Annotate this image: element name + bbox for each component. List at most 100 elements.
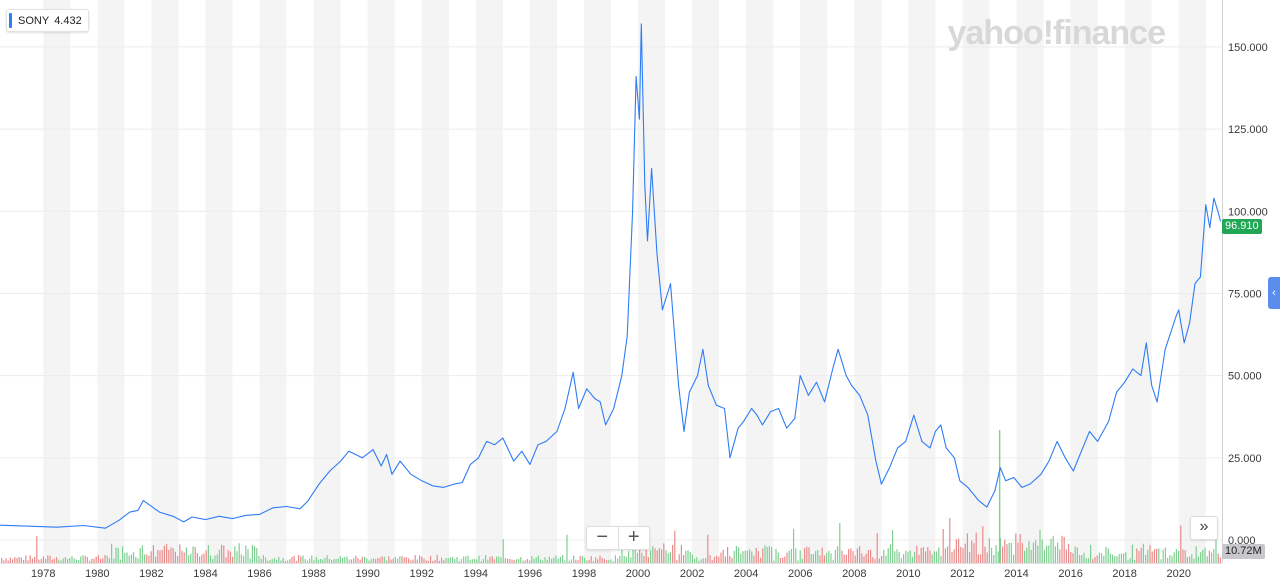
volume-bar <box>1019 534 1021 563</box>
volume-bar <box>161 549 163 563</box>
volume-bar <box>980 554 982 563</box>
volume-bar <box>1096 555 1098 563</box>
volume-bar <box>339 556 341 563</box>
volume-bar <box>936 551 938 563</box>
volume-bar <box>601 557 603 563</box>
volume-bar <box>467 555 469 563</box>
x-tick-label: 2016 <box>1058 568 1082 580</box>
legend-chip[interactable]: SONY 4.432 <box>6 9 89 32</box>
x-tick-label: 1994 <box>464 568 488 580</box>
volume-bar <box>788 550 790 563</box>
volume-bar <box>284 560 286 563</box>
price-line <box>0 23 1222 529</box>
volume-bar <box>1006 544 1008 563</box>
volume-bar <box>766 546 768 563</box>
volume-bar <box>27 560 29 563</box>
volume-bar <box>971 540 973 563</box>
year-band <box>962 0 990 563</box>
volume-bar <box>1123 553 1125 563</box>
volume-bar <box>135 557 137 563</box>
volume-bar <box>328 558 330 563</box>
volume-bar <box>755 547 757 563</box>
volume-bar <box>196 553 198 563</box>
volume-bar <box>1140 547 1142 563</box>
volume-bar <box>421 556 423 563</box>
volume-bar <box>612 560 614 563</box>
volume-bar <box>337 558 339 563</box>
zoom-in-button[interactable]: + <box>617 527 650 549</box>
year-band <box>746 0 774 563</box>
side-panel-toggle[interactable]: ‹ <box>1268 277 1280 309</box>
volume-bar <box>478 555 480 563</box>
volume-bar <box>764 545 766 563</box>
volume-bar <box>821 547 823 563</box>
volume-bar <box>399 556 401 563</box>
volume-bar <box>1072 553 1074 563</box>
volume-bar <box>91 558 93 563</box>
volume-bar <box>998 430 1001 563</box>
volume-bar <box>544 557 546 563</box>
volume-bar <box>669 552 671 563</box>
year-band <box>205 0 233 563</box>
volume-bar <box>1151 551 1153 563</box>
volume-bar <box>645 546 647 563</box>
volume-bar <box>403 557 405 563</box>
volume-bar <box>133 552 135 563</box>
volume-bar <box>975 532 977 563</box>
volume-bar <box>529 560 531 563</box>
volume-bar <box>962 548 964 563</box>
volume-bar <box>559 556 561 563</box>
volume-bar <box>507 558 509 563</box>
volume-bar <box>405 557 407 563</box>
volume-bar <box>641 552 643 563</box>
volume-bar <box>876 533 878 563</box>
volume-bar <box>476 559 478 563</box>
volume-bar <box>377 558 379 563</box>
x-tick-label: 2008 <box>842 568 866 580</box>
volume-bar <box>634 546 636 563</box>
volume-bar <box>111 543 113 563</box>
volume-bar <box>75 559 77 563</box>
zoom-out-button[interactable]: − <box>596 526 609 548</box>
volume-bar <box>654 548 656 563</box>
volume-bar <box>300 556 302 563</box>
volume-bar <box>58 559 60 563</box>
volume-bar <box>179 544 181 563</box>
volume-bar <box>229 551 231 563</box>
volume-bar <box>588 560 590 563</box>
volume-bar <box>667 553 669 563</box>
volume-bar <box>258 556 260 563</box>
volume-bar <box>982 526 984 563</box>
x-tick-label: 2002 <box>680 568 704 580</box>
volume-bar <box>733 550 735 563</box>
volume-bar <box>1101 553 1103 563</box>
volume-bar <box>302 555 304 563</box>
volume-bar <box>639 543 641 563</box>
volume-bar <box>797 560 799 563</box>
x-tick-label: 1990 <box>355 568 379 580</box>
volume-bar <box>636 552 638 563</box>
volume-bar <box>1195 546 1197 563</box>
fast-forward-button[interactable]: » <box>1190 516 1218 540</box>
volume-bar <box>553 557 555 563</box>
volume-bar <box>586 560 588 563</box>
volume-bar <box>1013 554 1015 563</box>
volume-bar <box>342 557 344 563</box>
volume-bar <box>1114 556 1116 563</box>
volume-bar <box>1182 549 1184 563</box>
volume-bar <box>474 558 476 563</box>
volume-bar <box>608 559 610 563</box>
zoom-controls: − + <box>586 526 650 550</box>
volume-bar <box>357 558 359 563</box>
volume-bar <box>526 559 528 563</box>
volume-bar <box>597 559 599 563</box>
volume-bar <box>412 559 414 563</box>
year-band <box>583 0 611 563</box>
x-tick-label: 1998 <box>572 568 596 580</box>
volume-bar <box>1052 536 1054 563</box>
volume-bar <box>89 560 91 563</box>
volume-bar <box>14 557 16 563</box>
volume-bar <box>863 556 865 563</box>
